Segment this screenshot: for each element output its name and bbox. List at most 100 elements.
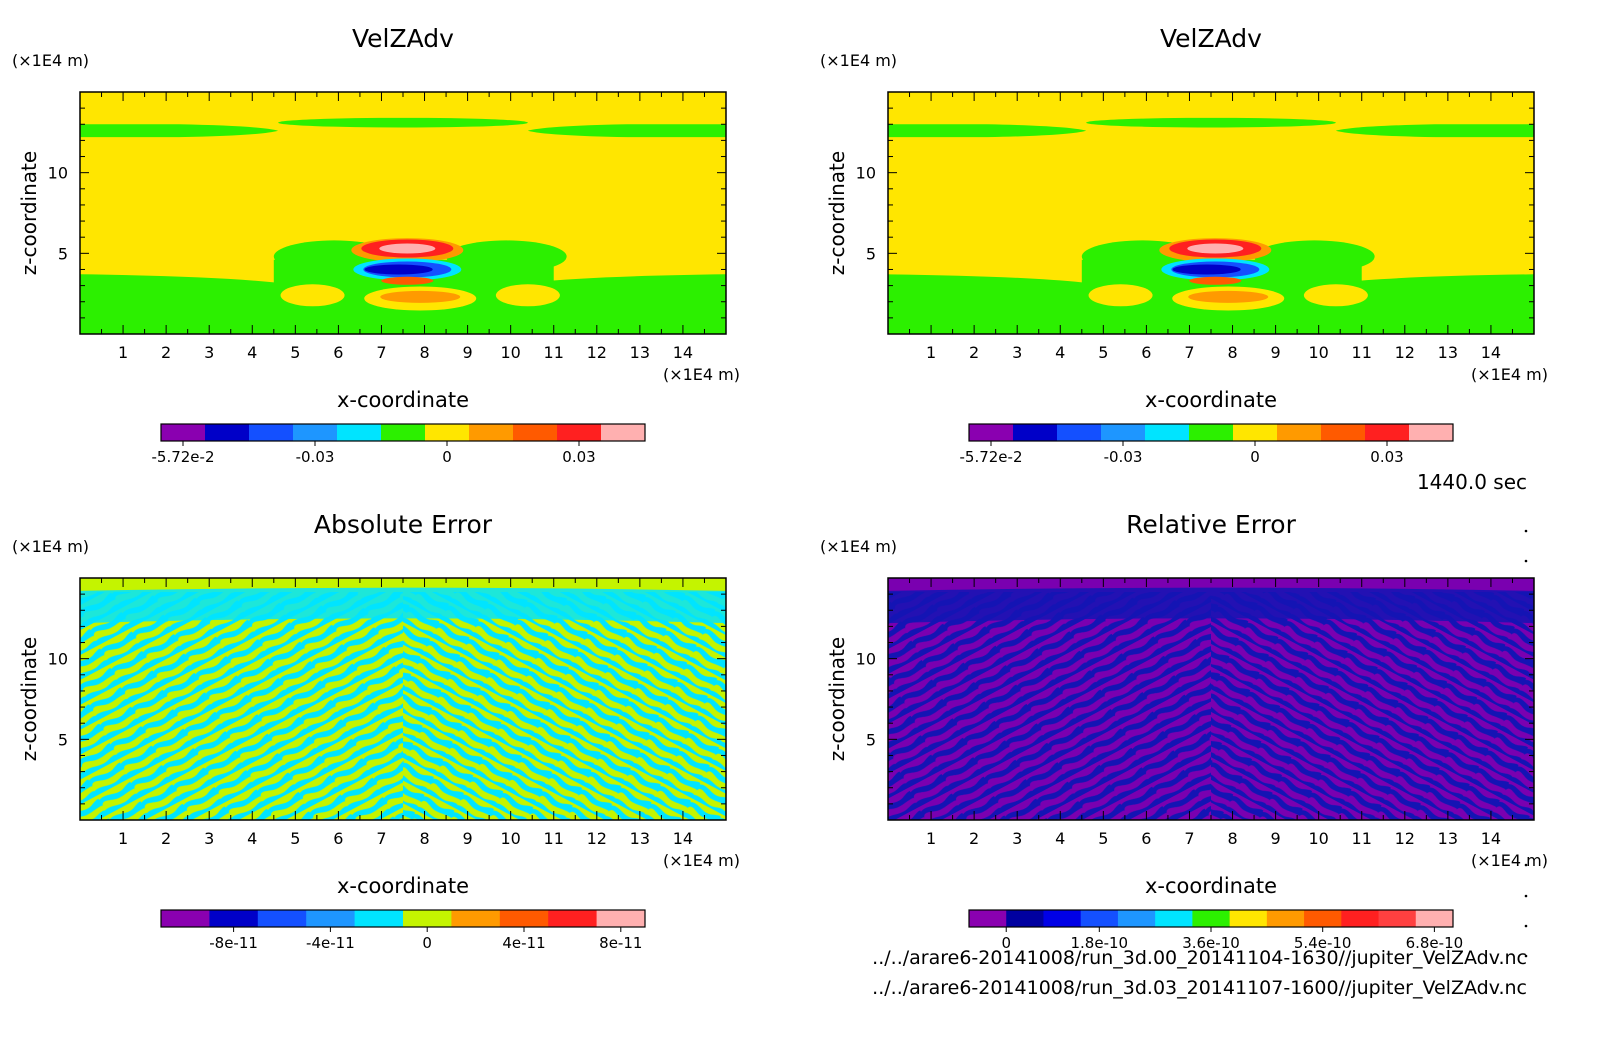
x-tick-label: 1 (118, 343, 128, 362)
x-tick-label: 8 (419, 343, 429, 362)
x-tick-label: 2 (161, 343, 171, 362)
x-tick-label: 13 (1438, 343, 1458, 362)
colorbar-swatch (548, 910, 598, 927)
x-tick-label: 6 (1141, 829, 1151, 848)
x-tick-label: 7 (1184, 829, 1194, 848)
x-tick-label: 9 (1271, 829, 1281, 848)
cold-cell-core (364, 264, 433, 275)
colorbar: -8e-11 -4e-11 0 4e-11 8e-11 (160, 909, 646, 952)
chart-title: VelZAdv (1160, 24, 1262, 53)
y-tick-label: 5 (58, 730, 68, 749)
top-band-left (80, 124, 279, 138)
colorbar-tick-label: 0 (1250, 448, 1260, 466)
y-tick-label: 10 (48, 650, 68, 669)
error-top-band (80, 587, 726, 624)
x-tick-label: 11 (544, 829, 564, 848)
colorbar-tick-label: 6.8e-10 (1406, 934, 1464, 952)
top-band-right (1335, 124, 1534, 138)
y-unit-label: (×1E4 m) (820, 537, 897, 556)
top-band-right (527, 124, 726, 138)
colorbar-swatch (257, 910, 307, 927)
colorbar-swatch (249, 424, 294, 441)
y-unit-label: (×1E4 m) (12, 51, 89, 70)
lower-feature-right (1303, 284, 1368, 307)
plot-field (80, 92, 726, 334)
colorbar-swatch (1365, 424, 1410, 441)
x-tick-label: 12 (1395, 829, 1415, 848)
y-tick-label: 10 (856, 650, 876, 669)
colorbar-swatch (596, 910, 646, 927)
warm-cell-core (379, 243, 436, 254)
x-tick-label: 10 (500, 829, 520, 848)
colorbar-swatch (403, 910, 452, 927)
x-unit-label: (×1E4 m) (1471, 851, 1548, 870)
chart-panel-3: Absolute Error(×1E4 m)1 2 3 4 5 6 7 8 9 10 11 12 13 1… (12, 510, 740, 952)
colorbar: 0 1.8e-10 3.6e-10 5.4e-10 6.8e-10 (968, 909, 1464, 952)
colorbar: -5.72e-2 -0.03 0 0.03 (960, 423, 1454, 466)
warm-cell-core (1187, 243, 1244, 254)
colorbar-swatch (354, 910, 404, 927)
x-tick-label: 12 (587, 343, 607, 362)
chart-panel-2: VelZAdv(×1E4 m)1 2 3 4 5 6 7 8 9 10 11 12 13 14510(×1… (820, 24, 1548, 466)
x-tick-label: 3 (204, 343, 214, 362)
colorbar-swatch (1341, 910, 1380, 927)
x-axis-label: x-coordinate (337, 388, 469, 412)
colorbar-tick-label: 0.03 (1370, 448, 1403, 466)
colorbar-swatch (1277, 424, 1322, 441)
x-tick-label: 3 (1012, 829, 1022, 848)
chart-panel-4: Relative Error(×1E4 m)1 2 3 4 5 6 7 8 9 10 11 12 13 1… (820, 510, 1548, 952)
colorbar-swatch (1266, 910, 1305, 927)
colorbar-tick-label: -0.03 (1104, 448, 1143, 466)
chart-title: Relative Error (1126, 510, 1296, 539)
margin-dots (1524, 529, 1528, 958)
colorbar-swatch (451, 910, 501, 927)
colorbar-swatch (1415, 910, 1454, 927)
colorbar-tick-label: -0.03 (296, 448, 335, 466)
x-tick-label: 3 (204, 829, 214, 848)
x-tick-label: 14 (673, 829, 693, 848)
x-tick-label: 1 (118, 829, 128, 848)
y-axis-label: z-coordinate (825, 637, 849, 761)
colorbar-swatch (1117, 910, 1156, 927)
chart-title: Absolute Error (314, 510, 493, 539)
y-axis-label: z-coordinate (17, 151, 41, 275)
colorbar-swatch (205, 424, 250, 441)
lower-feature-left (280, 284, 345, 307)
x-tick-label: 5 (1098, 829, 1108, 848)
y-tick-label: 10 (48, 164, 68, 183)
colorbar-swatch (499, 910, 549, 927)
colorbar-swatch (1409, 424, 1454, 441)
colorbar-tick-label: -8e-11 (209, 934, 258, 952)
colorbar-frame (160, 909, 646, 928)
y-tick-label: 5 (866, 730, 876, 749)
colorbar-swatch (469, 424, 514, 441)
colorbar-tick-label: 4e-11 (502, 934, 545, 952)
x-tick-label: 2 (969, 343, 979, 362)
x-tick-label: 11 (1352, 343, 1372, 362)
y-tick-label: 10 (856, 164, 876, 183)
x-tick-label: 7 (376, 343, 386, 362)
x-tick-label: 9 (1271, 343, 1281, 362)
colorbar-swatch (601, 424, 646, 441)
x-tick-label: 9 (463, 829, 473, 848)
colorbar-swatch (161, 910, 210, 927)
top-band-middle (278, 117, 528, 128)
lower-feature-right (495, 284, 560, 307)
colorbar-tick-label: 1.8e-10 (1071, 934, 1129, 952)
x-tick-label: 12 (587, 829, 607, 848)
colorbar-swatch (1233, 424, 1278, 441)
colorbar-swatch (1057, 424, 1102, 441)
lower-feature-core (1188, 290, 1269, 303)
colorbar-swatch (1189, 424, 1234, 441)
colorbar-tick-label: 3.6e-10 (1182, 934, 1240, 952)
colorbar-swatch (1378, 910, 1417, 927)
x-tick-label: 14 (1481, 829, 1501, 848)
colorbar-swatch (1145, 424, 1190, 441)
colorbar-swatch (1229, 910, 1268, 927)
colorbar-swatch (293, 424, 338, 441)
colorbar-tick-label: -5.72e-2 (152, 448, 215, 466)
x-tick-label: 9 (463, 343, 473, 362)
x-tick-label: 5 (290, 343, 300, 362)
chart-title: VelZAdv (352, 24, 454, 53)
plot-field (80, 578, 726, 820)
